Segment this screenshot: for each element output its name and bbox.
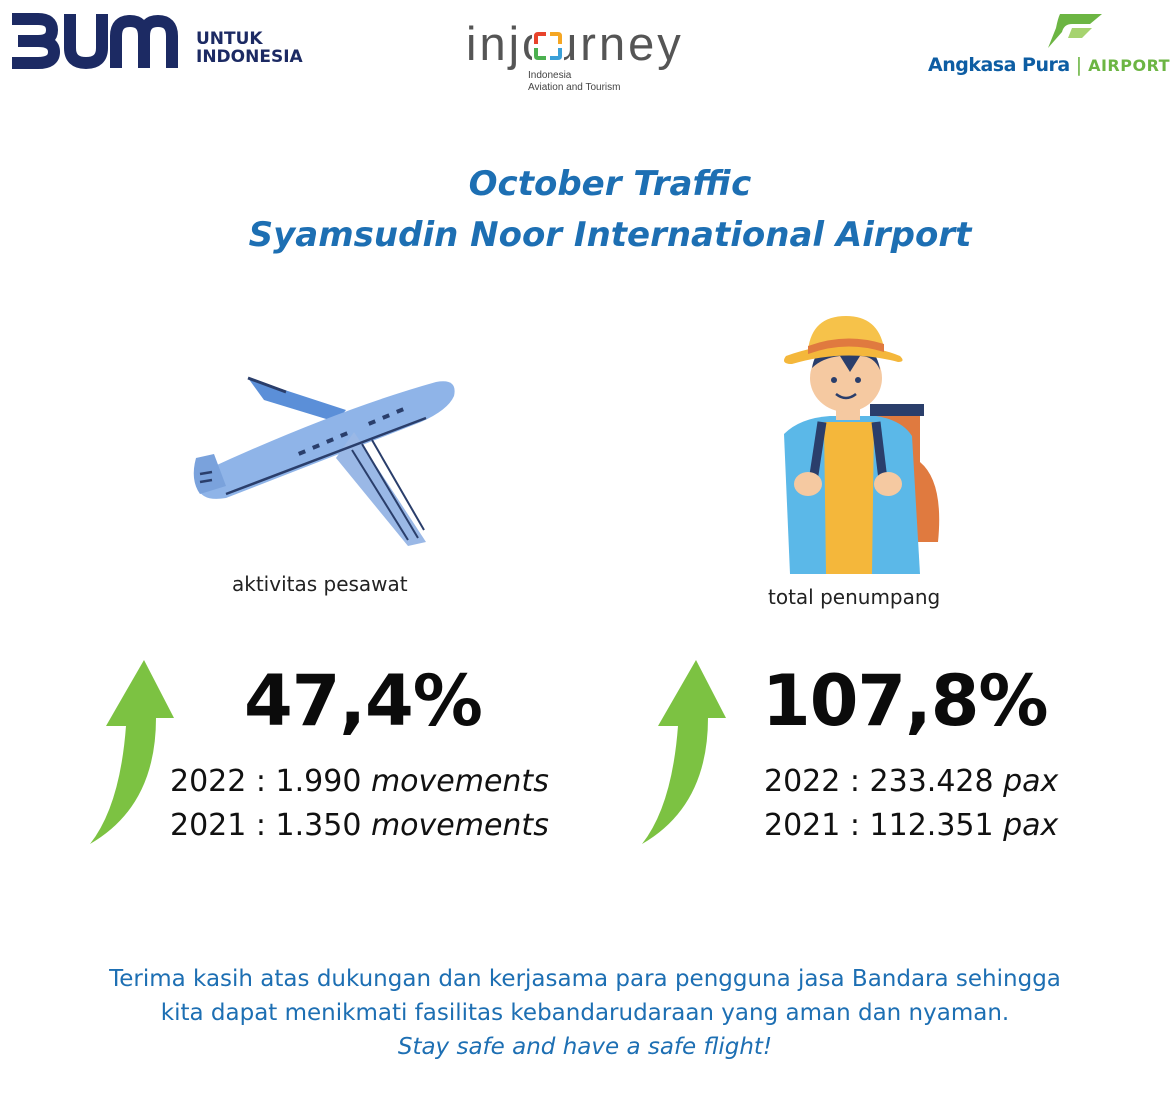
injourney-sub-line2: Aviation and Tourism [528,82,621,93]
footer-tagline: Stay safe and have a safe flight! [397,1034,773,1060]
page-subtitle: Syamsudin Noor International Airport [248,215,972,255]
injourney-sub-line1: Indonesia [528,70,572,81]
passenger-2022-value: 2022 : 233.428 [764,764,1004,799]
page-title: October Traffic [468,164,752,204]
arrow-up-icon [90,660,174,844]
injourney-o-mark [532,30,564,62]
angkasa-pura-logo: Angkasa Pura| AIRPORTS [928,54,1170,76]
aircraft-2022: 2022 : 1.990 movements [170,764,549,799]
angkasa-pura-divider: | [1075,54,1083,76]
aircraft-2022-unit: movements [370,764,549,799]
aircraft-2022-value: 2022 : 1.990 [170,764,371,799]
aircraft-2021-value: 2021 : 1.350 [170,808,371,843]
injourney-subtitle: Indonesia Aviation and Tourism [528,70,620,94]
angkasa-pura-logo-mark [1048,14,1102,48]
bumn-logo-text: UNTUK INDONESIA [196,30,303,66]
injourney-logo: injourney [466,16,684,71]
passenger-2021: 2021 : 112.351 pax [764,808,1058,843]
passenger-growth: 107,8% [762,660,1049,742]
passenger-2022: 2022 : 233.428 pax [764,764,1058,799]
aircraft-growth: 47,4% [244,660,483,742]
passenger-2021-value: 2021 : 112.351 [764,808,1004,843]
traveler-icon [784,316,940,574]
bumn-logo-mark [12,13,178,70]
bumn-logo [10,12,192,74]
footer-line2: kita dapat menikmati fasilitas kebandaru… [160,1000,1010,1026]
aircraft-label: aktivitas pesawat [232,572,408,596]
angkasa-pura-airports: AIRPORTS [1088,56,1170,75]
arrow-up-icon [642,660,726,844]
passenger-2021-unit: pax [1003,808,1059,843]
footer-message: Terima kasih atas dukungan dan kerjasama… [0,962,1170,1064]
bumn-text-line1: UNTUK [196,29,263,49]
airplane-icon [193,376,455,546]
bumn-text-line2: INDONESIA [196,47,303,67]
aircraft-2021-unit: movements [370,808,549,843]
footer-line1: Terima kasih atas dukungan dan kerjasama… [109,966,1061,992]
angkasa-pura-name: Angkasa Pura [928,54,1070,76]
injourney-wordmark: injourney [466,17,684,70]
passenger-2022-unit: pax [1003,764,1059,799]
passenger-label: total penumpang [768,585,941,609]
aircraft-2021: 2021 : 1.350 movements [170,808,549,843]
